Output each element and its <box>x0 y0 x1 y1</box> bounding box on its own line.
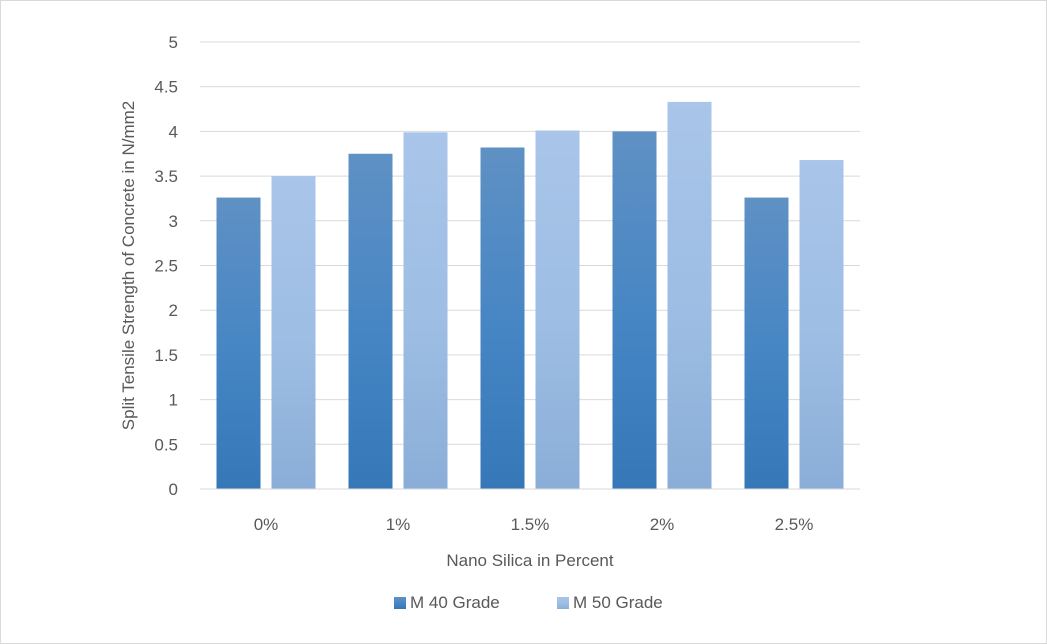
bars <box>200 101 860 490</box>
legend: M 40 Grade M 50 Grade <box>394 593 663 612</box>
bar-m-50-grade-2pct <box>667 101 712 489</box>
x-tick-label: 0% <box>254 515 279 534</box>
bar-m-50-grade-1pct <box>403 132 448 489</box>
x-tick-label: 1.5% <box>511 515 550 534</box>
bar-m-40-grade-1.5pct <box>480 147 525 489</box>
bar-m-50-grade-2.5pct <box>799 160 844 489</box>
x-axis-title: Nano Silica in Percent <box>446 551 614 570</box>
bar-m-40-grade-2.5pct <box>744 197 789 489</box>
y-tick-label: 4 <box>169 122 178 141</box>
legend-swatch <box>394 597 406 609</box>
legend-swatch <box>557 597 569 609</box>
y-tick-label: 2.5 <box>154 257 178 276</box>
legend-label: M 50 Grade <box>573 593 663 612</box>
x-tick-label: 2% <box>650 515 675 534</box>
legend-label: M 40 Grade <box>410 593 500 612</box>
x-tick-label: 2.5% <box>775 515 814 534</box>
y-tick-label: 3 <box>169 212 178 231</box>
x-axis-ticks: 0% 1% 1.5% 2% 2.5% <box>254 515 814 534</box>
bar-m-50-grade-1.5pct <box>535 130 580 490</box>
y-tick-label: 1 <box>169 391 178 410</box>
y-tick-label: 3.5 <box>154 167 178 186</box>
y-tick-label: 4.5 <box>154 78 178 97</box>
y-tick-label: 0.5 <box>154 435 178 454</box>
y-tick-label: 5 <box>169 33 178 52</box>
y-tick-label: 2 <box>169 301 178 320</box>
y-axis-ticks: 0 0.5 1 1.5 2 2.5 3 3.5 4 4.5 5 <box>154 33 178 499</box>
y-tick-label: 1.5 <box>154 346 178 365</box>
bar-m-50-grade-0pct <box>271 176 316 489</box>
bar-m-40-grade-1pct <box>348 153 393 489</box>
y-tick-label: 0 <box>169 480 178 499</box>
x-tick-label: 1% <box>386 515 411 534</box>
y-axis-title: Split Tensile Strength of Concrete in N/… <box>119 101 138 430</box>
bar-m-40-grade-2pct <box>612 131 657 489</box>
bar-m-40-grade-0pct <box>216 197 261 489</box>
